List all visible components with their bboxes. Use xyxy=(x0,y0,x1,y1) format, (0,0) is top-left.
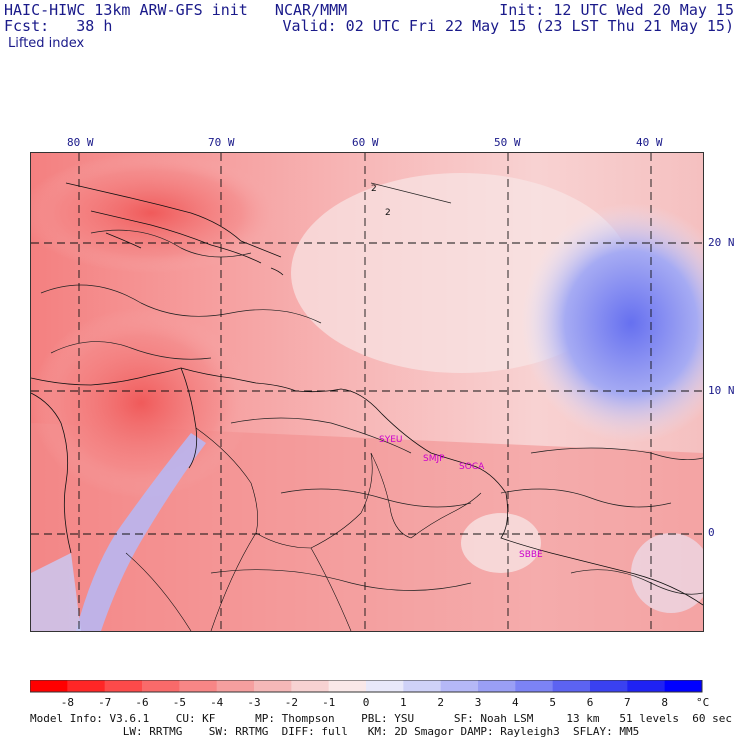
colorbar-swatch xyxy=(440,680,479,692)
model-title: HAIC-HIWC 13km ARW-GFS init NCAR/MMM xyxy=(4,1,348,19)
amazon-delta-pale xyxy=(461,513,541,573)
colorbar-swatch xyxy=(366,680,404,692)
colorbar-unit: °C xyxy=(696,696,710,709)
init-time: Init: 12 UTC Wed 20 May 15 xyxy=(499,1,734,19)
graticule xyxy=(31,153,703,631)
colorbar-swatch xyxy=(67,680,106,692)
atlantic-stable-region xyxy=(521,203,703,443)
colorbar-tick-label: 7 xyxy=(624,696,631,709)
colorbar-tick-label: 5 xyxy=(549,696,556,709)
station-syeu: SYEU xyxy=(379,435,402,445)
colorbar-tick-label: -5 xyxy=(172,696,186,709)
coastlines xyxy=(31,182,703,606)
colombia-unstable-region xyxy=(31,308,251,498)
andes-stable-strip xyxy=(76,433,206,631)
lon-label-50w: 50 W xyxy=(494,136,521,149)
colorbar xyxy=(30,680,703,693)
colorbar-tick-label: 3 xyxy=(474,696,482,709)
colorbar-swatch xyxy=(179,680,218,692)
colorbar-swatch xyxy=(142,680,180,692)
colorbar-tick-label: 4 xyxy=(512,696,519,709)
colorbar-swatch xyxy=(403,680,442,692)
colorbar-tick-label: 6 xyxy=(586,696,594,709)
model-info-line2: LW: RRTMG SW: RRTMG DIFF: full KM: 2D Sm… xyxy=(30,725,640,738)
colorbar-ticks: -8 -7 -6 -5 -4 -3 -2 -1 0 1 2 3 4 5 6 7 8 xyxy=(0,696,740,710)
colorbar-swatch xyxy=(664,680,703,692)
forecast-hour: Fcst: 38 h xyxy=(4,17,113,35)
lat-label-10n: 10 N xyxy=(708,384,735,397)
colorbar-tick-label: 0 xyxy=(362,696,370,709)
contour-label: 2 xyxy=(371,184,377,194)
field-name: Lifted index xyxy=(8,36,85,51)
station-sbbe: SBBE xyxy=(519,550,543,560)
contour-label: 2 xyxy=(385,208,391,218)
station-smjp: SMJP xyxy=(423,454,445,464)
lon-label-80w: 80 W xyxy=(67,136,94,149)
valid-time: Valid: 02 UTC Fri 22 May 15 (23 LST Thu … xyxy=(282,17,734,35)
colorbar-outline xyxy=(30,680,703,693)
lon-label-60w: 60 W xyxy=(352,136,379,149)
station-soca: SOCA xyxy=(459,462,485,472)
colorbar-tick-label: -3 xyxy=(247,696,261,709)
southeast-pale xyxy=(631,533,703,613)
lat-label-0: 0 xyxy=(708,526,715,539)
colorbar-swatch xyxy=(478,680,516,692)
pacific-stable-region xyxy=(31,553,81,631)
colorbar-swatch xyxy=(104,680,143,692)
colorbar-swatch xyxy=(590,680,628,692)
colorbar-swatch xyxy=(328,680,367,692)
country-borders xyxy=(125,427,482,631)
colorbar-swatch xyxy=(254,680,292,692)
colorbar-swatch xyxy=(627,680,666,692)
colorbar-tick-label: -4 xyxy=(210,696,224,709)
colorbar-tick-label: 1 xyxy=(400,696,407,709)
colorbar-tick-label: -2 xyxy=(284,696,298,709)
colorbar-tick-label: -8 xyxy=(60,696,74,709)
colorbar-swatch xyxy=(291,680,330,692)
colorbar-tick-label: 8 xyxy=(661,696,668,709)
colorbar-tick-label: -7 xyxy=(98,696,112,709)
colorbar-tick-label: -1 xyxy=(322,696,336,709)
lon-label-40w: 40 W xyxy=(636,136,663,149)
colorbar-swatch xyxy=(552,680,591,692)
colorbar-swatch xyxy=(515,680,554,692)
colorbar-swatch xyxy=(30,680,68,692)
colorbar-tick-label: -6 xyxy=(135,696,149,709)
colorbar-swatch xyxy=(216,680,255,692)
lon-label-70w: 70 W xyxy=(208,136,235,149)
colorbar-tick-label: 2 xyxy=(437,696,444,709)
contour-labels: 2 2 xyxy=(371,184,391,218)
lifted-index-map: 2 2 SYEU SMJP SOCA SBBE xyxy=(30,152,704,632)
lat-label-20n: 20 N xyxy=(708,236,735,249)
model-info-line1: Model Info: V3.6.1 CU: KF MP: Thompson P… xyxy=(30,712,732,725)
